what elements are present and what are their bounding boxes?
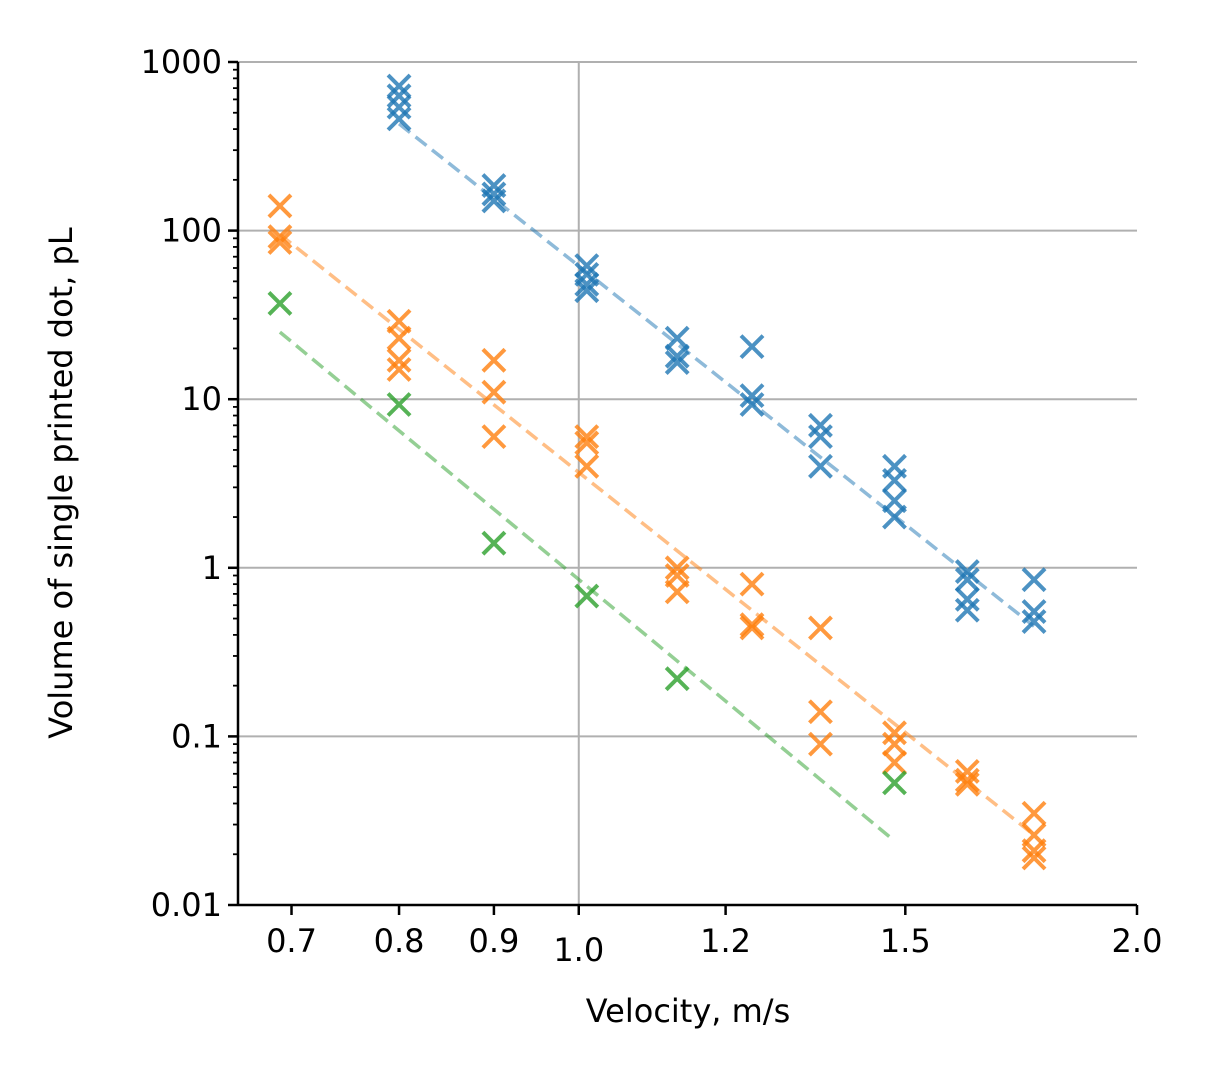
data-point: [386, 347, 412, 373]
data-point: [664, 579, 690, 605]
data-point: [739, 392, 765, 417]
data-point: [664, 343, 690, 369]
data-point: [739, 383, 765, 409]
data-point: [386, 357, 412, 382]
data-point: [1021, 800, 1047, 826]
data-point: [882, 750, 907, 775]
data-point: [1021, 609, 1047, 634]
data-point: [267, 290, 293, 316]
y-tick-label: 100: [161, 212, 222, 250]
data-point: [574, 424, 600, 450]
data-point: [954, 559, 980, 584]
data-point: [574, 271, 600, 297]
data-point: [481, 530, 507, 556]
data-point: [574, 253, 600, 279]
data-point: [267, 193, 293, 219]
x-tick-label: 1.0: [553, 931, 604, 969]
data-point: [386, 94, 412, 120]
data-point: [954, 586, 980, 612]
data-point: [954, 771, 980, 797]
x-tick-label: 1.2: [700, 922, 751, 960]
data-point: [574, 430, 600, 456]
x-tick-label: 0.7: [266, 922, 317, 960]
data-point: [386, 106, 412, 132]
data-point: [1021, 845, 1047, 871]
x-tick-label: 1.5: [880, 922, 931, 960]
data-point: [882, 467, 907, 493]
data-point: [481, 347, 507, 373]
fit-line: [278, 330, 896, 843]
data-point: [808, 424, 833, 450]
data-point: [739, 615, 765, 641]
data-point: [739, 612, 765, 638]
data-point: [808, 453, 833, 479]
data-point: [664, 555, 690, 581]
data-point: [882, 720, 907, 746]
data-point: [267, 230, 293, 255]
data-point: [574, 583, 600, 609]
data-point: [808, 615, 833, 641]
data-point: [882, 504, 907, 530]
y-tick-label: 0.01: [151, 886, 222, 924]
data-point: [954, 567, 980, 593]
data-point: [481, 379, 507, 405]
axes: 0.01 0.1 1 10 100 1000 0.7 0.8 0.9 1.0 1.2 1.5 2.0: [141, 43, 1163, 969]
data-point: [574, 278, 600, 304]
data-point: [386, 83, 412, 109]
data-point: [808, 699, 833, 725]
x-axis-label: Velocity, m/s: [586, 992, 791, 1030]
data-point: [739, 571, 765, 597]
y-axis-label: Volume of single printed dot, pL: [42, 227, 80, 739]
data-point: [267, 224, 293, 250]
data-point: [739, 334, 765, 360]
data-point: [574, 453, 600, 479]
data-point: [954, 767, 980, 793]
data-points: [267, 73, 1047, 871]
data-point: [386, 392, 412, 417]
data-point: [386, 325, 412, 351]
data-point: [481, 188, 507, 214]
x-tick-label: 0.8: [374, 922, 425, 960]
data-point: [664, 325, 690, 351]
y-tick-label: 0.1: [171, 717, 222, 755]
data-point: [386, 73, 412, 99]
data-point: [1021, 599, 1047, 624]
x-tick-label: 0.9: [468, 922, 519, 960]
grid: [238, 61, 1137, 905]
data-point: [481, 181, 507, 207]
y-tick-label: 1000: [141, 43, 222, 81]
data-point: [664, 666, 690, 692]
data-point: [808, 412, 833, 438]
data-point: [1021, 567, 1047, 593]
x-tick-label: 2.0: [1112, 922, 1163, 960]
data-point: [954, 597, 980, 623]
data-point: [882, 731, 907, 757]
data-point: [1021, 838, 1047, 864]
y-tick-label: 1: [202, 549, 222, 587]
data-point: [882, 770, 907, 796]
data-point: [664, 350, 690, 375]
data-point: [481, 424, 507, 450]
fit-line: [397, 122, 1036, 628]
data-point: [808, 731, 833, 757]
y-tick-label: 10: [181, 380, 222, 418]
